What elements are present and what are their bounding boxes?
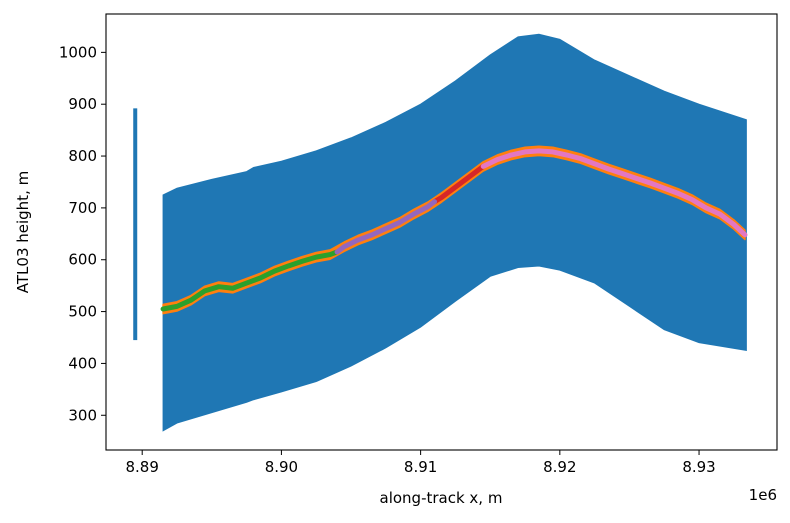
series-segment-5 <box>334 199 438 255</box>
y-tick-label: 700 <box>68 199 97 217</box>
y-tick-label: 400 <box>68 354 97 372</box>
series-segment-3 <box>160 249 340 312</box>
x-tick-label: 8.93 <box>682 458 715 476</box>
x-tick-label: 8.90 <box>265 458 298 476</box>
series-photon-cloud <box>162 33 747 432</box>
plot-area <box>133 33 748 432</box>
y-tick-label: 1000 <box>59 43 97 61</box>
series-segment-4 <box>432 163 486 205</box>
x-axis: 8.89 8.90 8.91 8.92 8.93 <box>125 450 716 476</box>
x-tick-label: 8.89 <box>125 458 158 476</box>
series-isolated-strip <box>133 108 138 341</box>
y-tick-label: 800 <box>68 147 97 165</box>
x-axis-label: along-track x, m <box>380 489 503 507</box>
y-tick-label: 300 <box>68 406 97 424</box>
plot-frame <box>105 13 778 451</box>
y-tick-label: 500 <box>68 303 97 321</box>
x-axis-offset-label: 1e6 <box>749 486 777 504</box>
y-tick-label: 600 <box>68 251 97 269</box>
series-segment-6 <box>480 148 748 238</box>
y-tick-label: 900 <box>68 95 97 113</box>
series-surface-band <box>162 145 746 315</box>
y-axis-label: ATL03 height, m <box>14 171 32 293</box>
x-tick-label: 8.92 <box>543 458 576 476</box>
x-tick-label: 8.91 <box>404 458 437 476</box>
y-axis: 300 400 500 600 700 800 900 1000 <box>59 43 106 424</box>
